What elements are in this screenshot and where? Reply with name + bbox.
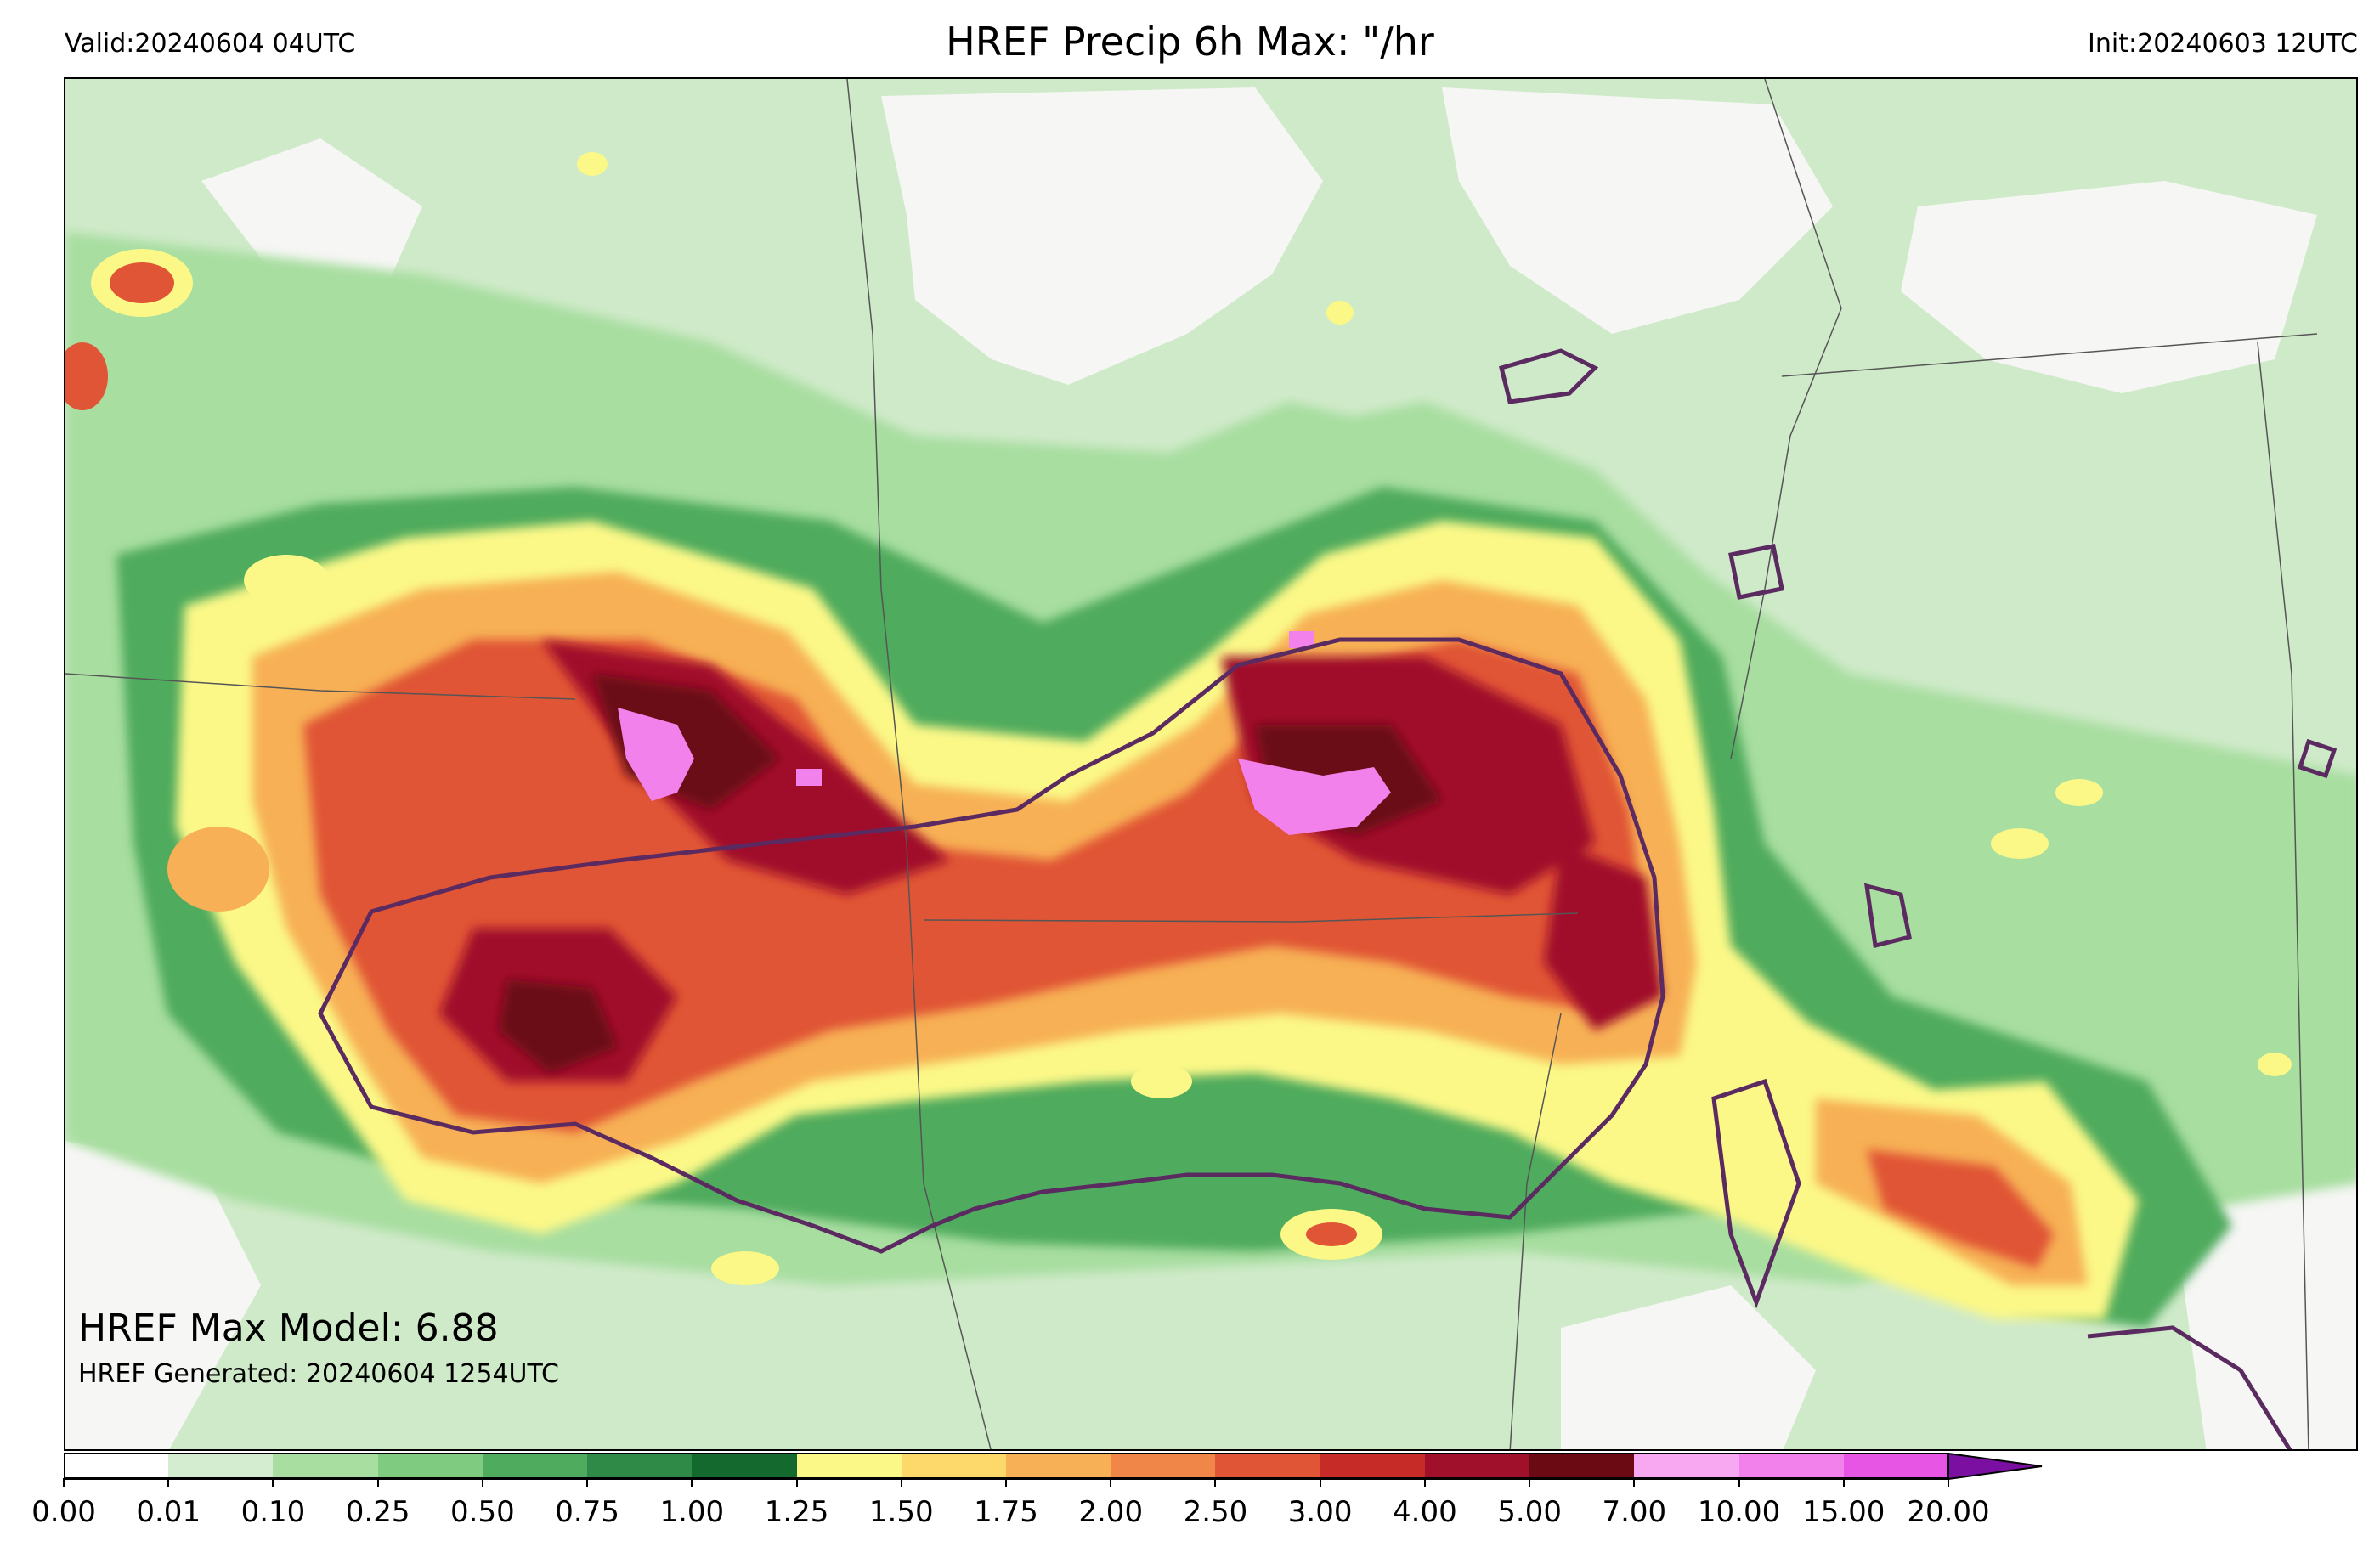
colorbar-tick-label: 5.00 — [1497, 1495, 1562, 1529]
colorbar-tick-mark — [795, 1478, 798, 1487]
colorbar-tick-label: 7.00 — [1602, 1495, 1667, 1529]
colorbar-segment — [168, 1453, 274, 1478]
colorbar-tick-label: 1.00 — [659, 1495, 725, 1529]
colorbar-tick-mark — [691, 1478, 693, 1487]
colorbar-tick-label: 20.00 — [1907, 1495, 1990, 1529]
colorbar-tick-mark — [1423, 1478, 1426, 1487]
colorbar-tick-label: 10.00 — [1697, 1495, 1781, 1529]
colorbar-tick-mark — [586, 1478, 589, 1487]
colorbar-tick-label: 0.25 — [345, 1495, 410, 1529]
max-model-label: HREF Max Model: 6.88 — [78, 1307, 499, 1350]
precip-map[interactable] — [64, 77, 2358, 1451]
colorbar-segment — [796, 1453, 902, 1478]
colorbar-segment — [1111, 1453, 1217, 1478]
colorbar-tick-mark — [1948, 1478, 1949, 1487]
colorbar-segment — [64, 1453, 170, 1478]
colorbar-tick-mark — [900, 1478, 902, 1487]
precip-field — [65, 79, 2356, 1449]
map-title: HREF Precip 6h Max: "/hr — [946, 19, 1434, 65]
generated-time-label: HREF Generated: 20240604 1254UTC — [78, 1359, 560, 1389]
colorbar-tick-label: 0.10 — [240, 1495, 306, 1529]
colorbar-segment — [1843, 1453, 1949, 1478]
scattered-cells — [65, 152, 2292, 1285]
colorbar-segment — [482, 1453, 589, 1478]
colorbar-tick-mark — [1005, 1478, 1007, 1487]
colorbar-tick-label: 0.50 — [450, 1495, 515, 1529]
colorbar-tick-mark — [376, 1478, 379, 1487]
colorbar-tick-mark — [1738, 1478, 1740, 1487]
colorbar-tick-mark — [1319, 1478, 1321, 1487]
colorbar-tick-mark — [272, 1478, 274, 1487]
colorbar-tick-mark — [1529, 1478, 1531, 1487]
no-precip-areas — [65, 87, 2356, 1449]
colorbar-tick-label: 4.00 — [1393, 1495, 1457, 1529]
colorbar-tick-label: 1.75 — [974, 1495, 1038, 1529]
magenta-cores — [618, 631, 1391, 835]
colorbar-tick-label: 15.00 — [1802, 1495, 1885, 1529]
colorbar-segment — [1634, 1453, 1740, 1478]
colorbar-segment — [377, 1453, 483, 1478]
colorbar-tick-mark — [1842, 1478, 1845, 1487]
colorbar-segment — [901, 1453, 1007, 1478]
colorbar-tick-label: 0.75 — [555, 1495, 619, 1529]
colorbar-tick-label: 0.01 — [136, 1495, 201, 1529]
colorbar-tick-mark — [1633, 1478, 1636, 1487]
colorbar-segment — [1320, 1453, 1426, 1478]
colorbar-segment — [587, 1453, 693, 1478]
colorbar-tick-mark — [167, 1478, 170, 1487]
colorbar-segment — [1529, 1453, 1636, 1478]
colorbar-segment — [692, 1453, 798, 1478]
colorbar-segment — [273, 1453, 379, 1478]
init-time-label: Init:20240603 12UTC — [2088, 29, 2358, 59]
colorbar-tick-label: 3.00 — [1287, 1495, 1353, 1529]
colorbar-extend-arrow — [1948, 1453, 2043, 1480]
colorbar-tick-mark — [1214, 1478, 1217, 1487]
colorbar-tick-label: 0.00 — [31, 1495, 96, 1529]
colorbar-segment — [1424, 1453, 1531, 1478]
valid-time-label: Valid:20240604 04UTC — [65, 29, 356, 59]
colorbar-tick-label: 1.50 — [868, 1495, 934, 1529]
colorbar-tick-mark — [1110, 1478, 1112, 1487]
colorbar-tick-mark — [63, 1478, 65, 1487]
colorbar-segment — [1006, 1453, 1112, 1478]
colorbar-tick-label: 1.25 — [764, 1495, 829, 1529]
colorbar-tick-label: 2.50 — [1183, 1495, 1248, 1529]
state-boundaries — [65, 79, 2318, 1449]
colorbar-tick-mark — [481, 1478, 483, 1487]
colorbar-segment — [1738, 1453, 1845, 1478]
contour-lines — [318, 348, 2338, 1449]
colorbar-segment — [1215, 1453, 1321, 1478]
colorbar-tick-label: 2.00 — [1078, 1495, 1144, 1529]
colorbar — [64, 1453, 2052, 1480]
